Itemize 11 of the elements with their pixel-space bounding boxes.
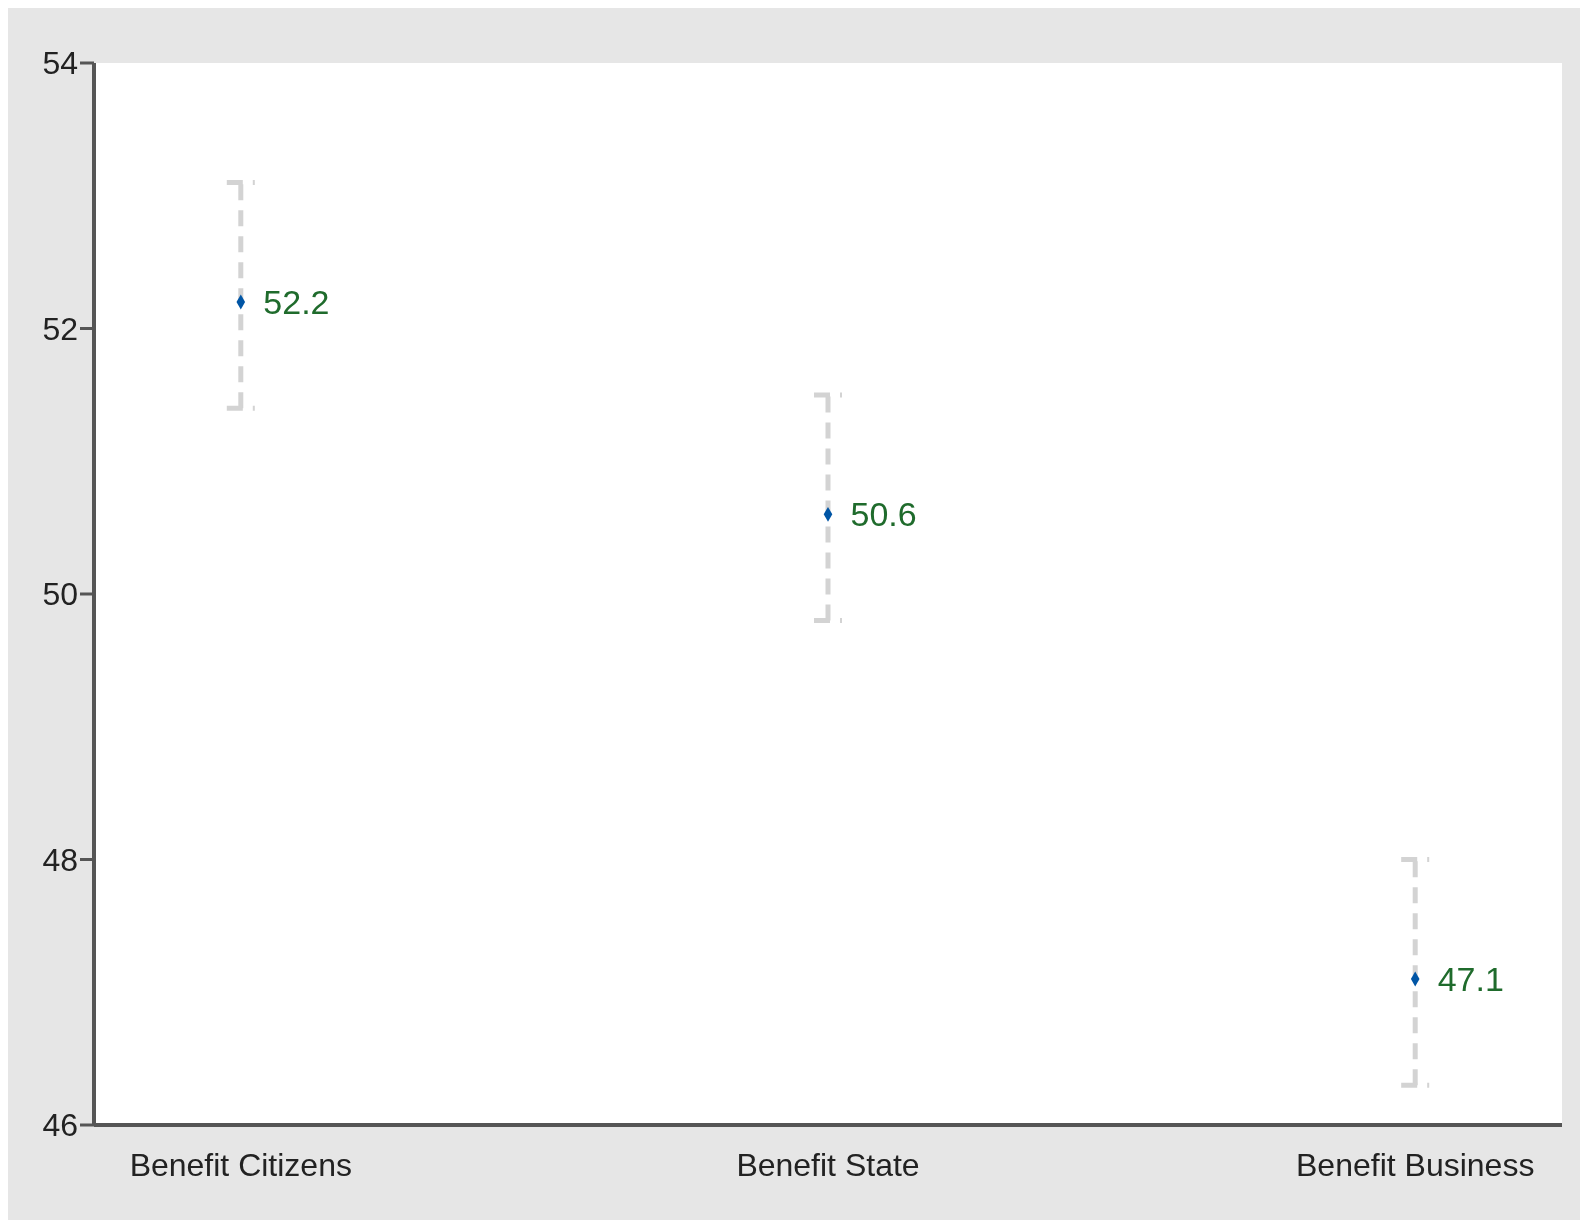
x-tick-label: Benefit Citizens [129, 1146, 352, 1183]
y-tick-label: 50 [42, 576, 78, 613]
data-label: 52.2 [263, 283, 330, 322]
y-tick-label: 52 [42, 310, 78, 347]
x-tick-label: Benefit State [736, 1146, 920, 1183]
data-label: 47.1 [1437, 960, 1504, 999]
x-tick-label: Benefit Business [1296, 1146, 1535, 1183]
y-tick-label: 46 [42, 1107, 78, 1144]
y-tick-label: 54 [42, 45, 78, 82]
y-tick-label: 48 [42, 841, 78, 878]
data-label: 50.6 [850, 495, 917, 534]
